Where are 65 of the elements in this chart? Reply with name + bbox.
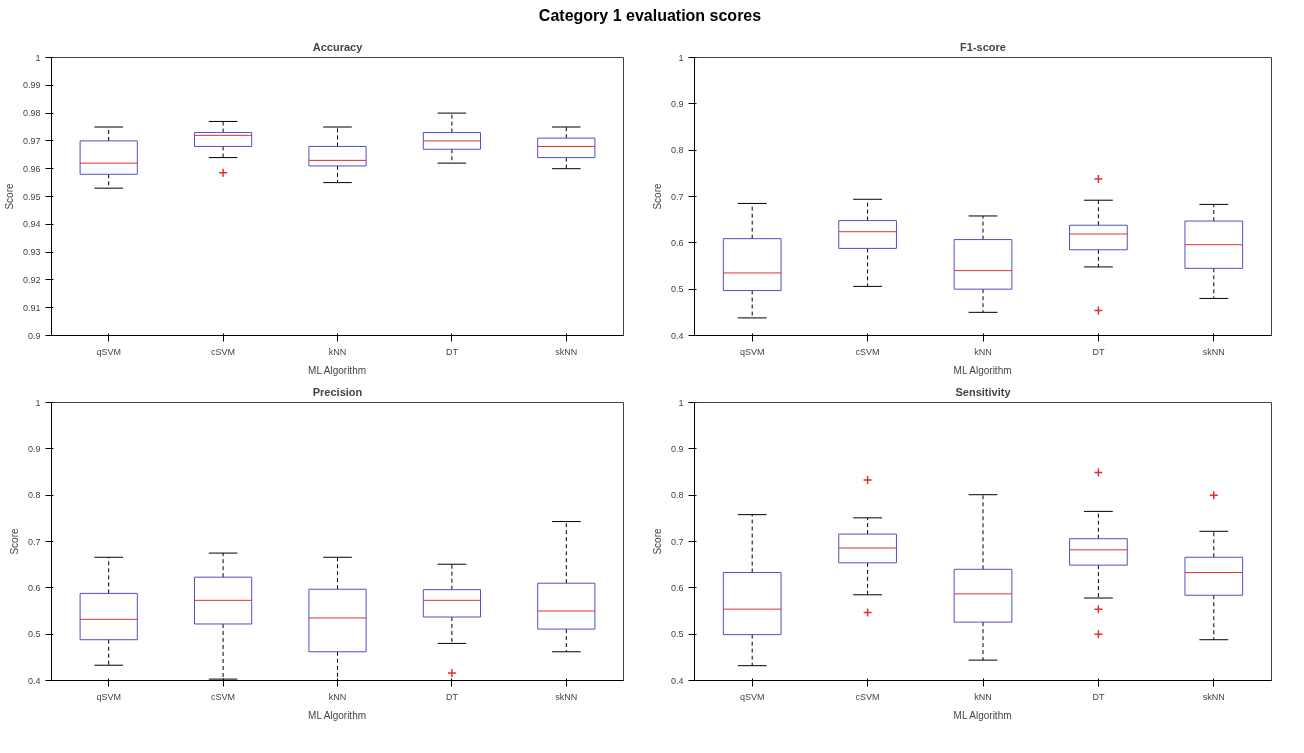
y-tick-label: 0.6 bbox=[670, 582, 684, 593]
y-tick-label: 0.9 bbox=[670, 98, 684, 109]
x-tick-label: skNN bbox=[1202, 691, 1225, 702]
y-tick-label: 0.8 bbox=[670, 490, 684, 501]
y-tick-label: 0.7 bbox=[27, 536, 41, 547]
x-axis-title: ML Algorithm bbox=[953, 364, 1012, 376]
x-tick-label: cSVM bbox=[855, 346, 880, 357]
chart-title: Accuracy bbox=[312, 40, 364, 53]
y-tick-label: 0.5 bbox=[670, 629, 684, 640]
y-tick-label: 1 bbox=[35, 52, 41, 63]
x-tick-label: cSVM bbox=[211, 691, 236, 702]
y-tick-label: 0.94 bbox=[22, 219, 41, 230]
y-tick-label: 0.6 bbox=[670, 237, 684, 248]
y-tick-label: 0.91 bbox=[22, 302, 41, 313]
x-tick-label: kNN bbox=[328, 691, 347, 702]
y-tick-label: 1 bbox=[35, 397, 41, 408]
y-tick-label: 0.9 bbox=[670, 443, 684, 454]
y-tick-label: 0.4 bbox=[670, 330, 684, 341]
y-tick-label: 0.6 bbox=[27, 582, 41, 593]
y-tick-label: 0.5 bbox=[670, 284, 684, 295]
x-tick-label: DT bbox=[445, 346, 459, 357]
x-tick-label: cSVM bbox=[211, 346, 236, 357]
x-tick-label: qSVM bbox=[96, 691, 121, 702]
y-tick-label: 0.8 bbox=[670, 145, 684, 156]
x-tick-label: qSVM bbox=[739, 346, 765, 357]
x-tick-label: kNN bbox=[328, 346, 347, 357]
x-tick-label: kNN bbox=[974, 691, 992, 702]
x-tick-label: DT bbox=[1092, 346, 1105, 357]
x-tick-label: kNN bbox=[974, 346, 992, 357]
y-tick-label: 0.92 bbox=[22, 274, 41, 285]
y-tick-label: 0.4 bbox=[670, 675, 684, 686]
y-tick-label: 0.5 bbox=[27, 629, 41, 640]
x-axis-title: ML Algorithm bbox=[308, 709, 367, 721]
y-tick-label: 0.7 bbox=[670, 191, 684, 202]
y-tick-label: 0.9 bbox=[27, 443, 41, 454]
y-tick-label: 1 bbox=[678, 397, 684, 408]
y-axis-title: Score bbox=[8, 527, 20, 555]
x-tick-label: skNN bbox=[555, 346, 578, 357]
x-tick-label: qSVM bbox=[96, 346, 121, 357]
x-tick-label: skNN bbox=[1202, 346, 1225, 357]
text: Category 1 evaluation scores bbox=[538, 6, 762, 26]
y-tick-label: 0.7 bbox=[670, 536, 684, 547]
y-tick-label: 0.98 bbox=[22, 107, 41, 118]
y-tick-label: 1 bbox=[678, 52, 684, 63]
y-tick-label: 0.9 bbox=[27, 330, 41, 341]
y-tick-label: 0.4 bbox=[27, 675, 41, 686]
x-tick-label: skNN bbox=[555, 691, 578, 702]
y-axis-title: Score bbox=[651, 182, 663, 210]
x-tick-label: DT bbox=[445, 691, 459, 702]
y-axis-title: Score bbox=[3, 182, 15, 210]
y-axis-title: Score bbox=[651, 527, 663, 555]
x-axis-title: ML Algorithm bbox=[308, 364, 367, 376]
chart-title: F1-score bbox=[960, 40, 1006, 53]
y-tick-label: 0.99 bbox=[22, 80, 41, 91]
chart-title: Precision bbox=[312, 385, 363, 398]
x-tick-label: qSVM bbox=[739, 691, 765, 702]
y-tick-label: 0.93 bbox=[22, 246, 41, 257]
x-tick-label: DT bbox=[1092, 691, 1105, 702]
y-tick-label: 0.95 bbox=[22, 191, 41, 202]
chart-title: Sensitivity bbox=[955, 385, 1012, 398]
x-tick-label: cSVM bbox=[855, 691, 880, 702]
y-tick-label: 0.97 bbox=[22, 135, 41, 146]
y-tick-label: 0.96 bbox=[22, 163, 41, 174]
x-axis-title: ML Algorithm bbox=[953, 709, 1012, 721]
y-tick-label: 0.8 bbox=[27, 490, 41, 501]
